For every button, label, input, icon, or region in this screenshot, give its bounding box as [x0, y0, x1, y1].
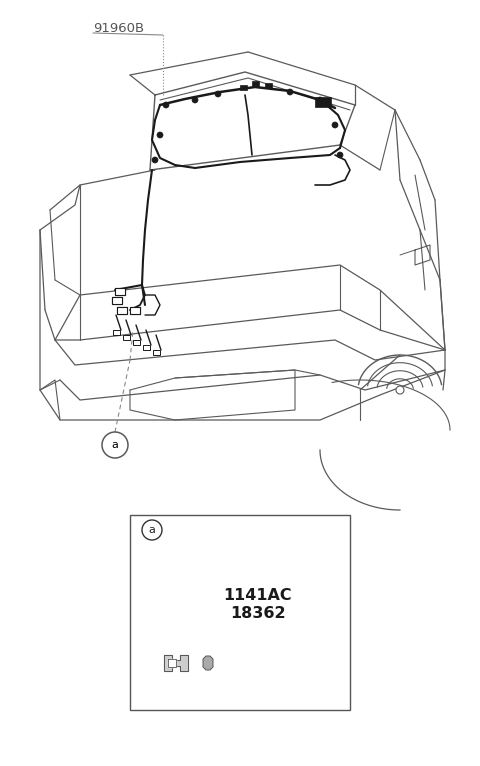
Bar: [153, 350, 160, 355]
Bar: [252, 81, 259, 86]
Circle shape: [396, 386, 404, 394]
Circle shape: [142, 520, 162, 540]
Text: a: a: [111, 440, 119, 450]
Bar: [130, 515, 350, 710]
Bar: [265, 83, 272, 88]
Text: 91960B: 91960B: [93, 21, 144, 34]
Bar: [133, 340, 140, 345]
Bar: [315, 97, 331, 107]
Bar: [123, 335, 130, 340]
Text: 18362: 18362: [230, 605, 286, 620]
Bar: [117, 307, 127, 314]
Circle shape: [317, 97, 323, 103]
Text: a: a: [149, 525, 156, 535]
Circle shape: [192, 97, 198, 103]
Circle shape: [337, 152, 343, 158]
Circle shape: [102, 432, 128, 458]
Circle shape: [163, 102, 169, 108]
Bar: [240, 85, 247, 90]
Polygon shape: [203, 656, 213, 670]
Bar: [143, 345, 150, 350]
Circle shape: [152, 157, 158, 163]
Text: 1141AC: 1141AC: [223, 588, 292, 603]
Bar: [113, 330, 120, 335]
Circle shape: [287, 89, 293, 95]
Polygon shape: [164, 655, 188, 671]
Circle shape: [157, 132, 163, 138]
Bar: [117, 307, 127, 314]
Bar: [112, 297, 122, 304]
Bar: [112, 297, 122, 304]
Bar: [115, 288, 125, 295]
Polygon shape: [168, 659, 176, 667]
Bar: [130, 307, 140, 314]
Bar: [130, 307, 140, 314]
Circle shape: [332, 122, 338, 128]
Bar: [115, 288, 125, 295]
Circle shape: [215, 91, 221, 97]
